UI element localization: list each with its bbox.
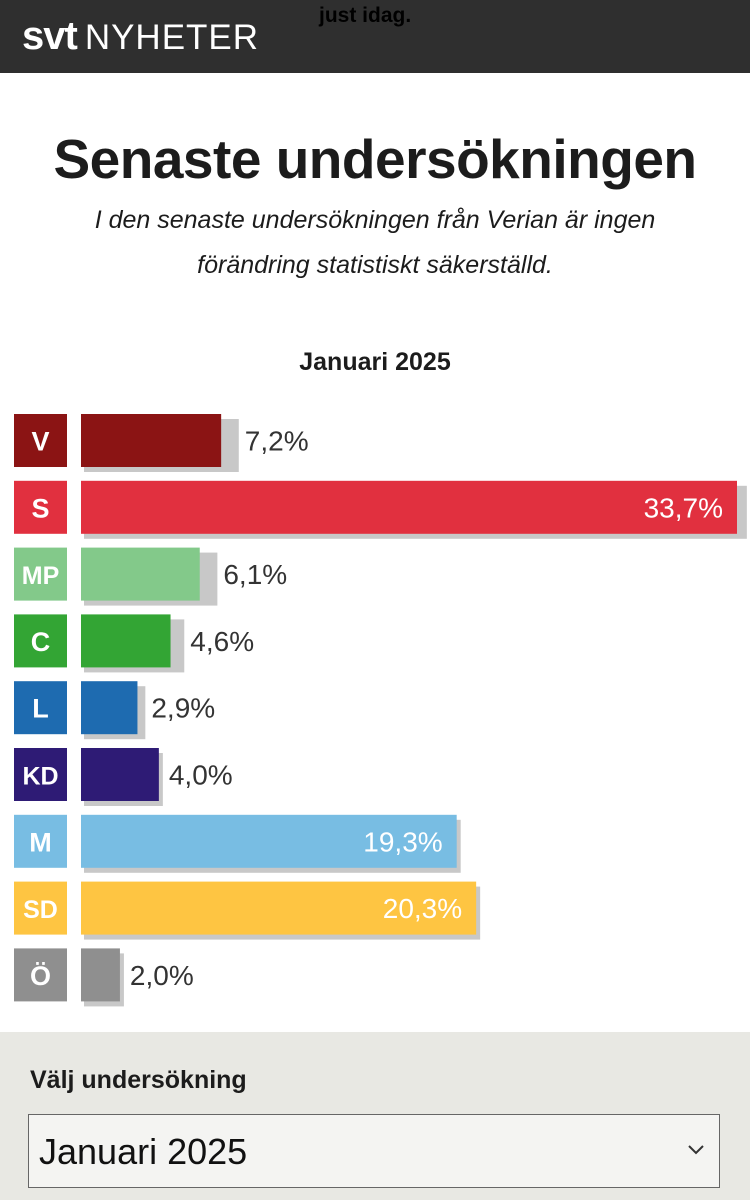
value-label-m: 19,3% bbox=[363, 826, 442, 857]
survey-select-value: Januari 2025 bbox=[39, 1131, 248, 1172]
svt-nyheter-logo[interactable]: svt NYHETER bbox=[22, 14, 259, 60]
survey-select[interactable]: Januari 2025 bbox=[28, 1114, 720, 1188]
page-title: Senaste undersökningen bbox=[53, 128, 697, 190]
bar-c bbox=[81, 614, 171, 668]
value-label-v: 7,2% bbox=[245, 426, 309, 457]
bar-s bbox=[81, 480, 737, 534]
party-label-v: V bbox=[31, 427, 49, 457]
value-label-l: 2,9% bbox=[151, 693, 215, 724]
bar-v bbox=[81, 414, 222, 467]
bar-l bbox=[81, 681, 138, 735]
party-label-box-sd bbox=[14, 881, 67, 935]
party-label-box-kd bbox=[14, 748, 67, 801]
party-label-box-c bbox=[14, 614, 67, 668]
party-label-box-v bbox=[14, 414, 67, 467]
chart-title: Januari 2025 bbox=[299, 348, 451, 376]
survey-selector-label: Välj undersökning bbox=[30, 1066, 247, 1094]
bar-m bbox=[81, 814, 457, 868]
party-label-box-m bbox=[14, 814, 67, 868]
party-label-box-s bbox=[14, 480, 67, 534]
logo-nyheter: NYHETER bbox=[84, 18, 260, 57]
logo-svt: svt bbox=[22, 14, 78, 58]
party-label-o: Ö bbox=[30, 961, 51, 991]
page-subtitle: I den senaste undersökningen från Verian… bbox=[94, 206, 656, 279]
value-label-sd: 20,3% bbox=[383, 893, 462, 924]
value-label-s: 33,7% bbox=[644, 492, 723, 523]
value-label-kd: 4,0% bbox=[169, 760, 233, 791]
bar-o bbox=[81, 948, 120, 1002]
party-label-l: L bbox=[32, 694, 49, 724]
party-label-m: M bbox=[29, 827, 52, 857]
party-label-box-o bbox=[14, 948, 67, 1002]
value-label-c: 4,6% bbox=[190, 626, 254, 657]
poll-bar-chart: V 7,2% S 33,7% MP 6,1% C 4,6% L 2,9% KD 4,0% M 19,3% S… bbox=[14, 414, 747, 1007]
chevron-down-icon bbox=[688, 1145, 704, 1155]
top-bar: svt NYHETER just idag. bbox=[0, 0, 750, 73]
party-label-mp: MP bbox=[22, 562, 60, 590]
party-label-c: C bbox=[31, 627, 51, 657]
bar-kd bbox=[81, 748, 159, 801]
value-label-o: 2,0% bbox=[130, 960, 194, 991]
party-label-kd: KD bbox=[22, 763, 58, 791]
bar-sd bbox=[81, 881, 477, 935]
party-label-sd: SD bbox=[23, 896, 58, 924]
bar-mp bbox=[81, 547, 200, 601]
party-label-s: S bbox=[31, 493, 49, 523]
value-label-mp: 6,1% bbox=[223, 559, 287, 590]
party-label-box-mp bbox=[14, 547, 67, 601]
party-label-box-l bbox=[14, 681, 67, 735]
overlay-caption: just idag. bbox=[319, 4, 412, 27]
